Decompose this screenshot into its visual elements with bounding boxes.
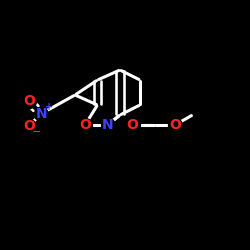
Text: O: O xyxy=(126,118,138,132)
Text: N: N xyxy=(102,118,113,132)
Text: +: + xyxy=(45,102,53,113)
Text: N: N xyxy=(36,107,47,121)
Text: O: O xyxy=(23,94,35,108)
Text: −: − xyxy=(32,127,41,137)
Text: O: O xyxy=(169,118,181,132)
Text: O: O xyxy=(79,118,91,132)
Text: O: O xyxy=(23,119,35,133)
